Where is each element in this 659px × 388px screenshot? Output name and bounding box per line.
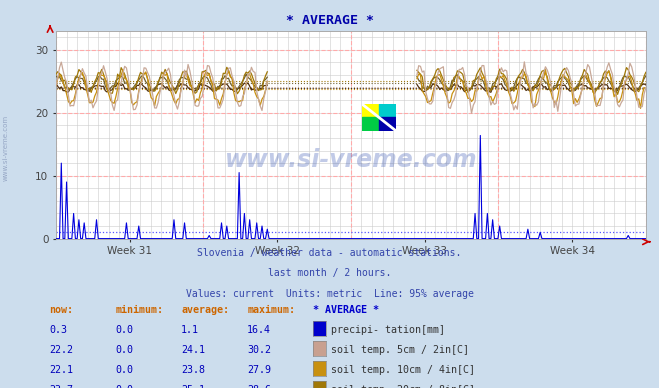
Text: 25.1: 25.1 — [181, 385, 205, 388]
Text: Values: current  Units: metric  Line: 95% average: Values: current Units: metric Line: 95% … — [186, 289, 473, 299]
Text: soil temp. 5cm / 2in[C]: soil temp. 5cm / 2in[C] — [331, 345, 469, 355]
Text: precipi- tation[mm]: precipi- tation[mm] — [331, 325, 445, 335]
Text: 30.2: 30.2 — [247, 345, 271, 355]
Text: 0.0: 0.0 — [115, 345, 133, 355]
Text: Slovenia / weather data - automatic stations.: Slovenia / weather data - automatic stat… — [197, 248, 462, 258]
Text: * AVERAGE *: * AVERAGE * — [313, 305, 379, 315]
Text: www.si-vreme.com: www.si-vreme.com — [225, 148, 477, 172]
Text: 0.0: 0.0 — [115, 385, 133, 388]
Bar — [362, 117, 379, 131]
Text: www.si-vreme.com: www.si-vreme.com — [2, 114, 9, 180]
Text: 24.1: 24.1 — [181, 345, 205, 355]
Text: 0.0: 0.0 — [115, 365, 133, 375]
Text: 0.3: 0.3 — [49, 325, 67, 335]
Text: soil temp. 20cm / 8in[C]: soil temp. 20cm / 8in[C] — [331, 385, 475, 388]
Text: 0.0: 0.0 — [115, 325, 133, 335]
Text: 1.1: 1.1 — [181, 325, 199, 335]
Text: 22.1: 22.1 — [49, 365, 73, 375]
Text: 22.2: 22.2 — [49, 345, 73, 355]
Text: * AVERAGE *: * AVERAGE * — [285, 14, 374, 27]
Text: minimum:: minimum: — [115, 305, 163, 315]
Text: last month / 2 hours.: last month / 2 hours. — [268, 268, 391, 279]
Text: 28.6: 28.6 — [247, 385, 271, 388]
Text: 23.7: 23.7 — [49, 385, 73, 388]
Bar — [379, 117, 396, 131]
Text: now:: now: — [49, 305, 73, 315]
Text: 27.9: 27.9 — [247, 365, 271, 375]
Text: maximum:: maximum: — [247, 305, 295, 315]
Text: 16.4: 16.4 — [247, 325, 271, 335]
Text: soil temp. 10cm / 4in[C]: soil temp. 10cm / 4in[C] — [331, 365, 475, 375]
Bar — [362, 104, 379, 117]
Bar — [379, 104, 396, 117]
Text: average:: average: — [181, 305, 229, 315]
Text: 23.8: 23.8 — [181, 365, 205, 375]
